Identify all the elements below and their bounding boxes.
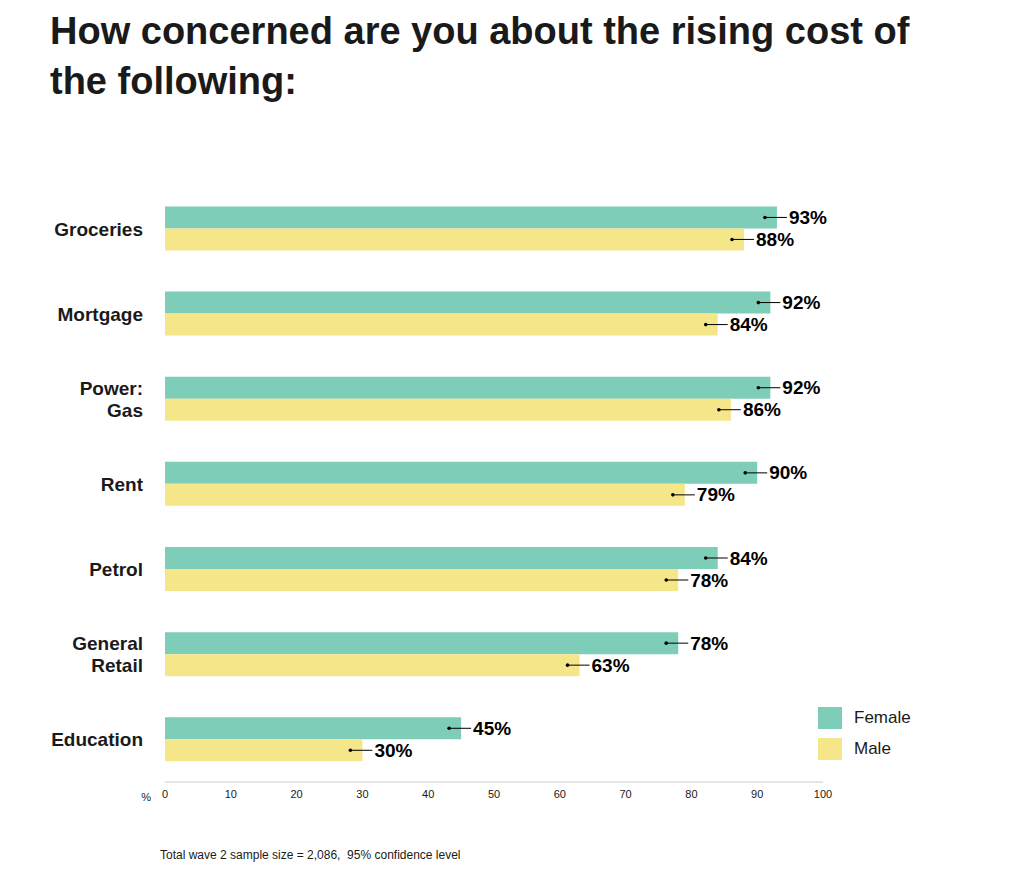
svg-text:30: 30 bbox=[356, 788, 368, 800]
svg-text:86%: 86% bbox=[743, 399, 781, 420]
svg-text:20: 20 bbox=[290, 788, 302, 800]
svg-text:Power:Gas: Power:Gas bbox=[80, 377, 143, 420]
html-text:How concerned are you about th: How concerned are you about the rising c… bbox=[50, 10, 910, 102]
svg-text:40: 40 bbox=[422, 788, 434, 800]
svg-text:90: 90 bbox=[751, 788, 763, 800]
svg-text:50: 50 bbox=[488, 788, 500, 800]
svg-text:93%: 93% bbox=[789, 207, 827, 228]
svg-text:10: 10 bbox=[225, 788, 237, 800]
svg-text:78%: 78% bbox=[690, 570, 728, 591]
svg-text:100: 100 bbox=[814, 788, 832, 800]
svg-text:63%: 63% bbox=[592, 655, 630, 676]
svg-text:Rent: Rent bbox=[101, 474, 144, 495]
html-text:Total wave 2 sample size = 2,0: Total wave 2 sample size = 2,086, 95% co… bbox=[160, 848, 461, 862]
html-text:Male: Male bbox=[854, 739, 891, 758]
svg-text:30%: 30% bbox=[374, 740, 412, 761]
svg-text:Education: Education bbox=[51, 729, 143, 750]
svg-text:80: 80 bbox=[685, 788, 697, 800]
svg-text:60: 60 bbox=[554, 788, 566, 800]
svg-text:Mortgage: Mortgage bbox=[58, 303, 144, 324]
svg-text:Petrol: Petrol bbox=[89, 559, 143, 580]
svg-text:84%: 84% bbox=[730, 548, 768, 569]
svg-text:Groceries: Groceries bbox=[54, 218, 143, 239]
svg-text:90%: 90% bbox=[769, 462, 807, 483]
svg-text:79%: 79% bbox=[697, 484, 735, 505]
svg-text:92%: 92% bbox=[782, 377, 820, 398]
svg-text:0: 0 bbox=[162, 788, 168, 800]
svg-text:GeneralRetail: GeneralRetail bbox=[72, 633, 143, 676]
svg-text:78%: 78% bbox=[690, 633, 728, 654]
svg-text:84%: 84% bbox=[730, 314, 768, 335]
svg-text:92%: 92% bbox=[782, 292, 820, 313]
svg-text:45%: 45% bbox=[473, 718, 511, 739]
svg-text:%: % bbox=[141, 791, 151, 803]
html-text:Female: Female bbox=[854, 708, 911, 727]
svg-text:88%: 88% bbox=[756, 229, 794, 250]
svg-text:70: 70 bbox=[619, 788, 631, 800]
